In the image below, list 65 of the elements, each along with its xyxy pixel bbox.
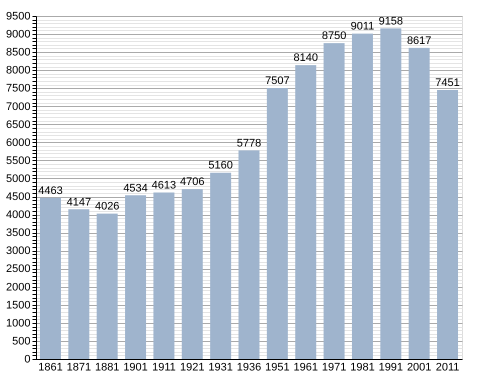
- x-tick-label: 1936: [236, 362, 262, 373]
- data-label: 4534: [123, 182, 148, 194]
- data-label: 7451: [435, 76, 460, 89]
- bar: [96, 214, 118, 359]
- data-label: 4613: [152, 179, 176, 192]
- y-tick-label: 6500: [6, 118, 30, 131]
- bar: [238, 150, 260, 359]
- y-tick-label: 4500: [6, 191, 30, 204]
- bar: [68, 209, 90, 359]
- bar: [408, 48, 430, 359]
- data-label: 8617: [406, 34, 432, 47]
- x-tick-label: 1871: [66, 362, 92, 373]
- x-tick-label: 1951: [265, 362, 290, 373]
- bar: [40, 198, 61, 359]
- data-label: 4463: [38, 184, 63, 197]
- y-tick-label: 7000: [6, 100, 30, 113]
- y-tick-label: 5000: [6, 172, 30, 185]
- x-tick-label: 1911: [152, 362, 176, 373]
- y-tick-label: 7500: [6, 82, 30, 95]
- y-tick-label: 1000: [6, 317, 30, 330]
- x-tick-label: 1861: [38, 362, 63, 373]
- bar: [182, 189, 203, 359]
- bar: [437, 90, 458, 359]
- y-tick-label: 2500: [6, 263, 30, 276]
- y-tick-label: 8000: [6, 64, 30, 77]
- bar: [324, 43, 345, 359]
- data-label: 8140: [293, 52, 318, 64]
- y-tick-label: 5500: [6, 154, 30, 167]
- bar: [153, 192, 174, 359]
- data-label: 8750: [322, 30, 346, 42]
- x-tick-label: 2011: [436, 362, 460, 373]
- y-tick-label: 500: [12, 335, 30, 348]
- x-tick-label: 1991: [378, 362, 404, 373]
- data-label: 7507: [265, 74, 290, 87]
- bar: [295, 65, 316, 359]
- bar: [210, 172, 232, 359]
- data-label: 5778: [236, 137, 262, 150]
- bar: [266, 88, 288, 359]
- y-tick-label: 0: [24, 354, 30, 366]
- y-tick-label: 9500: [6, 10, 30, 22]
- data-label: 4706: [180, 176, 205, 188]
- x-tick-label: 1931: [208, 362, 233, 373]
- y-tick-label: 3500: [6, 227, 30, 240]
- bar: [125, 195, 146, 359]
- bar: [352, 34, 373, 359]
- data-label: 9011: [350, 20, 374, 33]
- bar: [380, 28, 402, 359]
- y-tick-label: 3000: [6, 245, 30, 258]
- y-tick-label: 1500: [6, 299, 30, 312]
- y-tick-label: 9000: [6, 28, 30, 41]
- y-tick-label: 8500: [6, 46, 30, 59]
- x-tick-label: 1921: [180, 362, 205, 373]
- y-tick-label: 4000: [6, 209, 30, 222]
- x-tick-label: 1881: [94, 362, 120, 373]
- x-tick-label: 1981: [350, 362, 375, 373]
- y-tick-label: 2000: [6, 281, 30, 294]
- data-label: 5160: [208, 160, 233, 172]
- data-label: 4147: [66, 196, 92, 208]
- x-tick-label: 1961: [293, 362, 318, 373]
- data-label: 4026: [94, 200, 120, 213]
- x-tick-label: 1901: [123, 362, 148, 373]
- x-tick-label: 1971: [322, 362, 346, 373]
- x-tick-label: 2001: [406, 362, 432, 373]
- data-label: 9158: [378, 15, 404, 28]
- y-tick-label: 6000: [6, 136, 30, 149]
